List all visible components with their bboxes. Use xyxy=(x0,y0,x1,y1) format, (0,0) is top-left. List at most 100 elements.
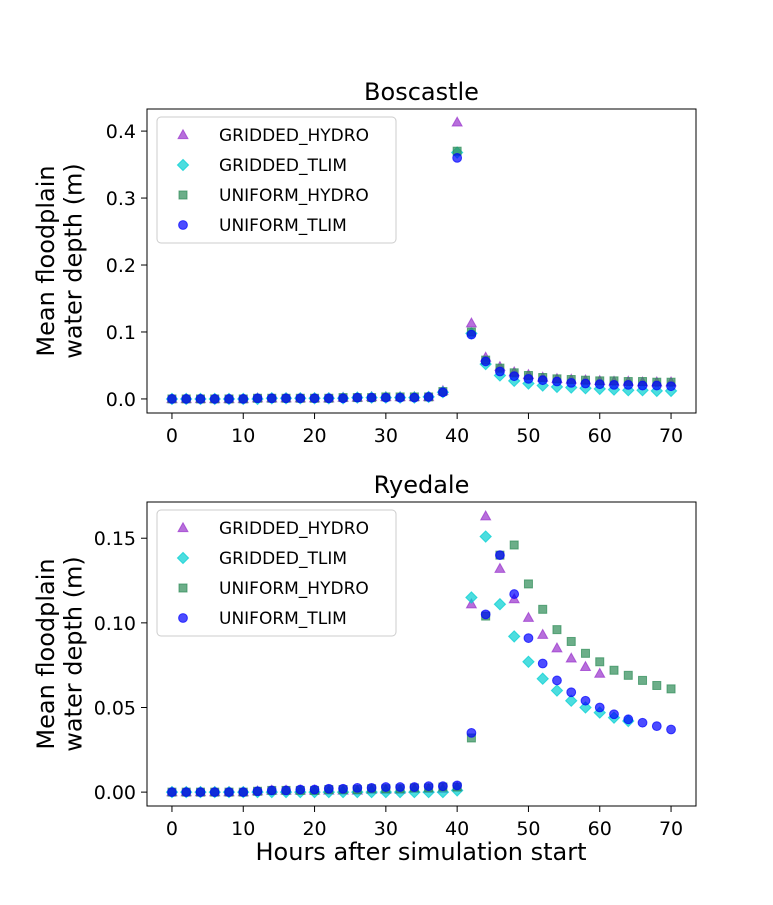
x-tick-label: 30 xyxy=(374,818,398,840)
legend-box xyxy=(156,116,397,244)
legend-label: UNIFORM_HYDRO xyxy=(219,186,369,206)
data-point xyxy=(209,787,220,798)
data-point xyxy=(493,597,507,611)
y-tick-label: 0.3 xyxy=(106,188,136,210)
y-tick-label: 0.0 xyxy=(106,389,136,411)
data-point xyxy=(552,376,562,387)
panel-title: Boscastle xyxy=(364,78,479,106)
data-point xyxy=(323,393,334,404)
data-point xyxy=(580,648,590,658)
data-point xyxy=(666,381,676,392)
data-point xyxy=(181,787,192,798)
y-tick-label: 0.4 xyxy=(106,121,136,143)
data-point xyxy=(552,625,562,635)
data-point xyxy=(623,670,633,680)
data-point xyxy=(309,784,320,795)
data-point xyxy=(609,665,619,675)
data-point xyxy=(281,393,291,404)
data-point xyxy=(452,152,463,163)
x-tick-label: 60 xyxy=(588,818,612,840)
x-tick-label: 20 xyxy=(302,425,326,447)
y-tick-label: 0.15 xyxy=(94,528,136,550)
legend-label: GRIDDED_TLIM xyxy=(219,156,347,176)
data-point xyxy=(465,317,478,328)
data-point xyxy=(595,657,605,667)
y-axis-label: Mean floodplainwater depth (m) xyxy=(32,163,88,359)
y-tick-label: 0.1 xyxy=(106,322,136,344)
x-tick-label: 50 xyxy=(516,818,540,840)
legend-label: GRIDDED_HYDRO xyxy=(219,519,369,539)
data-point xyxy=(507,630,521,643)
data-point xyxy=(195,394,206,404)
data-point xyxy=(323,783,334,794)
x-tick-label: 70 xyxy=(659,818,683,840)
data-point xyxy=(494,562,506,573)
data-point xyxy=(495,550,505,561)
data-point xyxy=(295,393,306,404)
y-axis-label-line: water depth (m) xyxy=(60,556,88,752)
data-point xyxy=(238,394,249,404)
data-point xyxy=(638,675,648,685)
data-point xyxy=(609,379,619,390)
x-tick-label: 20 xyxy=(302,818,326,840)
data-point xyxy=(338,783,348,794)
legend-marker xyxy=(176,551,190,565)
data-point xyxy=(181,394,192,404)
data-point xyxy=(452,780,463,791)
data-point xyxy=(466,727,477,738)
data-point xyxy=(451,116,463,127)
legend-marker xyxy=(178,220,188,230)
data-point xyxy=(523,633,534,643)
legend: GRIDDED_HYDRO GRIDDED_TLIM UNIFORM_HYDRO UN… xyxy=(156,116,397,244)
legend-marker xyxy=(177,521,189,533)
data-point xyxy=(409,392,420,403)
x-tick-label: 40 xyxy=(445,425,469,447)
data-point xyxy=(423,392,434,402)
data-point xyxy=(423,781,434,792)
panel-1: Boscastle Mean floodplainwater depth (m) 0… xyxy=(32,78,697,447)
data-point xyxy=(651,721,662,732)
data-point xyxy=(621,383,635,397)
data-point xyxy=(437,387,448,398)
data-point xyxy=(666,724,676,735)
data-point xyxy=(238,787,249,798)
data-point xyxy=(579,660,592,672)
data-point xyxy=(266,785,277,796)
data-point xyxy=(352,392,363,403)
y-axis-label-line: water depth (m) xyxy=(60,163,88,359)
data-point xyxy=(550,684,564,697)
data-point xyxy=(495,366,505,377)
data-point xyxy=(509,540,519,550)
x-tick-label: 0 xyxy=(166,425,178,447)
data-point xyxy=(637,717,648,728)
data-point xyxy=(479,509,492,521)
data-point xyxy=(395,392,406,403)
series-uniform-tlim xyxy=(167,550,676,798)
x-tick-label: 60 xyxy=(588,425,612,447)
data-point xyxy=(209,394,220,404)
data-point xyxy=(380,782,391,792)
data-point xyxy=(395,782,406,792)
data-point xyxy=(466,329,477,340)
data-point xyxy=(281,785,291,796)
data-point xyxy=(465,591,478,604)
y-tick-label: 0.10 xyxy=(94,613,136,635)
legend-label: UNIFORM_TLIM xyxy=(219,216,347,236)
x-tick-label: 70 xyxy=(659,425,683,447)
data-point xyxy=(167,787,177,798)
data-point xyxy=(652,680,662,690)
data-point xyxy=(538,604,548,614)
data-point xyxy=(536,672,550,686)
data-point xyxy=(565,652,578,663)
data-point xyxy=(623,714,634,725)
data-point xyxy=(594,379,605,390)
data-point xyxy=(580,695,591,706)
legend: GRIDDED_HYDRO GRIDDED_TLIM UNIFORM_HYDRO UN… xyxy=(156,509,397,637)
data-point xyxy=(480,356,491,367)
data-point xyxy=(366,782,377,793)
legend-marker xyxy=(176,158,190,172)
data-point xyxy=(224,787,234,798)
legend-marker xyxy=(178,583,188,593)
y-axis-label: Mean floodplainwater depth (m) xyxy=(32,556,88,752)
data-point xyxy=(295,784,306,795)
